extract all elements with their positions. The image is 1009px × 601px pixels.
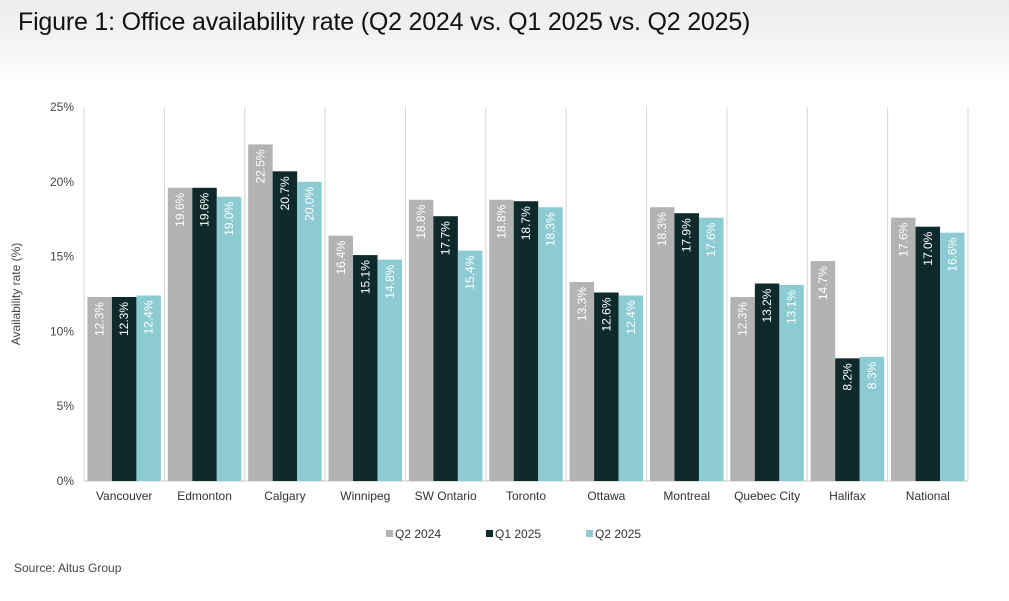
x-tick-label: Edmonton (177, 489, 232, 503)
x-tick-label: Quebec City (734, 489, 800, 503)
y-tick-label: 10% (50, 324, 74, 338)
legend-label: Q1 2025 (495, 527, 541, 541)
bar (433, 216, 458, 481)
title-band (0, 0, 1009, 86)
bar-value-label: 22.5% (253, 149, 267, 183)
bar (915, 226, 941, 481)
bar-value-label: 19.6% (173, 192, 187, 226)
bar-value-label: 17.6% (896, 222, 910, 256)
bar (618, 295, 644, 481)
bar-value-label: 17.6% (704, 222, 718, 256)
bar (891, 217, 916, 482)
bar (87, 296, 112, 481)
bar-value-label: 17.0% (921, 231, 935, 265)
bar-value-label: 17.7% (439, 221, 453, 255)
x-tick-label: SW Ontario (415, 489, 477, 503)
legend-swatch (486, 530, 493, 537)
bar-value-label: 19.0% (222, 201, 236, 235)
y-tick-label: 25% (50, 100, 74, 114)
bar-value-label: 8.3% (865, 362, 879, 390)
bar (940, 232, 965, 481)
bar-value-label: 12.6% (599, 297, 613, 331)
chart-title: Figure 1: Office availability rate (Q2 2… (18, 8, 751, 36)
bar (594, 292, 619, 481)
bar-value-label: 20.0% (302, 186, 316, 220)
bar (569, 282, 595, 481)
source-note: Source: Altus Group (14, 561, 122, 575)
x-tick-label: Toronto (506, 489, 546, 503)
bar (328, 235, 354, 481)
bar (730, 296, 755, 481)
x-tick-label: Halifax (829, 489, 866, 503)
bar (408, 199, 434, 481)
bar-value-label: 18.7% (519, 206, 533, 240)
bar (538, 207, 563, 481)
x-tick-label: Montreal (663, 489, 710, 503)
bar (649, 207, 675, 481)
bar (457, 250, 483, 481)
bar-value-label: 20.7% (278, 176, 292, 210)
bar-value-label: 18.3% (544, 212, 558, 246)
bar (136, 295, 161, 481)
y-tick-label: 20% (50, 175, 74, 189)
bar (216, 196, 242, 481)
x-tick-label: Winnipeg (340, 489, 390, 503)
y-axis-label: Availability rate (%) (9, 243, 23, 345)
legend-label: Q2 2025 (595, 527, 641, 541)
bar-value-label: 12.4% (142, 300, 156, 334)
bar-value-label: 19.6% (198, 192, 212, 226)
bar-value-label: 15.1% (358, 260, 372, 294)
bar (248, 144, 273, 481)
bar (513, 201, 539, 482)
y-tick-label: 5% (57, 399, 75, 413)
bar-value-label: 12.3% (93, 302, 107, 336)
legend-swatch (586, 530, 593, 537)
bar (859, 356, 885, 481)
y-tick-label: 15% (50, 250, 74, 264)
bar-value-label: 8.2% (840, 363, 854, 391)
x-tick-label: Calgary (264, 489, 305, 503)
bar (674, 213, 699, 481)
bar (272, 171, 298, 481)
bar (698, 217, 724, 482)
bar-value-label: 18.8% (414, 204, 428, 238)
bar-value-label: 17.9% (680, 218, 694, 252)
bar (377, 259, 403, 481)
x-tick-label: Ottawa (587, 489, 625, 503)
bar (353, 255, 378, 481)
bar (810, 261, 836, 481)
bar-value-label: 15.4% (463, 255, 477, 289)
x-tick-label: Vancouver (96, 489, 152, 503)
bar (111, 296, 137, 481)
bar-value-label: 18.8% (495, 204, 509, 238)
bar-value-label: 18.3% (655, 212, 669, 246)
bar-value-label: 13.3% (575, 287, 589, 321)
bar-value-label: 16.4% (334, 240, 348, 274)
x-tick-label: National (906, 489, 950, 503)
bar (297, 181, 322, 482)
bar (754, 283, 780, 481)
legend-swatch (386, 530, 393, 537)
bar (489, 199, 514, 481)
bar-value-label: 12.4% (624, 300, 638, 334)
bar-value-label: 12.3% (117, 302, 131, 336)
bar-value-label: 13.1% (785, 290, 799, 324)
bar (835, 358, 860, 481)
bar-value-label: 12.3% (736, 302, 750, 336)
bar (167, 187, 193, 481)
bar-value-label: 13.2% (760, 288, 774, 322)
bar-value-label: 14.7% (816, 266, 830, 300)
bar (779, 285, 804, 481)
legend-label: Q2 2024 (395, 527, 441, 541)
bar-value-label: 14.8% (383, 264, 397, 298)
y-tick-label: 0% (57, 474, 75, 488)
bar-value-label: 16.6% (945, 237, 959, 271)
bar (192, 187, 217, 481)
